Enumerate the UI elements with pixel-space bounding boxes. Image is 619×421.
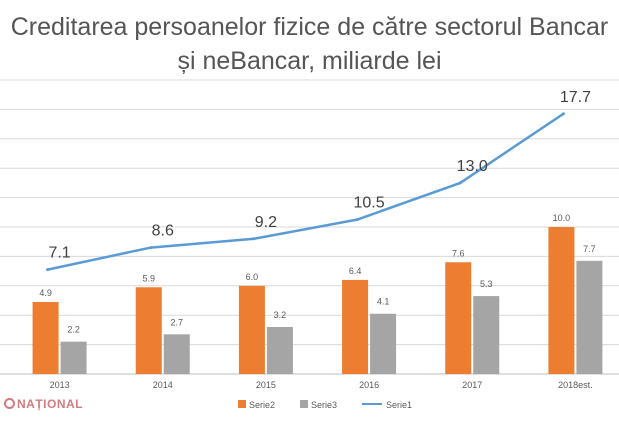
- data-label-serie3: 4.1: [377, 297, 390, 307]
- bar-serie2: [342, 279, 369, 374]
- data-label-serie2: 4.9: [39, 288, 52, 298]
- point-serie1: [355, 218, 359, 222]
- point-serie1: [561, 112, 565, 116]
- data-label-serie1: 13.0: [457, 158, 488, 175]
- x-tick-label: 2015: [256, 380, 276, 390]
- data-label-serie1: 8.6: [152, 223, 174, 240]
- legend-swatch-serie3: [300, 400, 308, 408]
- brand-watermark-text: NAȚIONAL: [17, 397, 83, 411]
- line-serie1: [47, 112, 565, 271]
- legend-label-serie1: Serie1: [386, 400, 412, 410]
- point-serie1: [149, 246, 153, 250]
- brand-watermark: NAȚIONAL: [4, 397, 83, 411]
- bar-serie3: [370, 313, 397, 374]
- bar-serie3: [163, 334, 190, 374]
- bar-serie2: [445, 262, 472, 374]
- brand-logo-icon: [4, 398, 15, 409]
- x-tick-label: 2017: [462, 380, 482, 390]
- data-label-serie2: 10.0: [553, 213, 571, 223]
- bar-serie2: [135, 287, 162, 374]
- data-label-serie2: 6.4: [349, 266, 362, 276]
- x-tick-label: 2018est.: [558, 380, 593, 390]
- x-tick-label: 2013: [50, 380, 70, 390]
- bar-serie2: [238, 285, 265, 374]
- data-label-serie1: 9.2: [255, 214, 277, 231]
- x-tick-label: 2014: [153, 380, 173, 390]
- data-label-serie3: 3.2: [274, 310, 287, 320]
- data-label-serie1: 7.1: [48, 245, 70, 262]
- data-label-serie3: 7.7: [583, 244, 596, 254]
- bar-serie2: [548, 227, 575, 374]
- point-serie1: [252, 237, 256, 241]
- chart-title: Creditarea persoanelor fizice de către s…: [10, 13, 609, 75]
- bar-serie3: [473, 296, 500, 374]
- legend-label-serie3: Serie3: [311, 400, 337, 410]
- bar-serie2: [32, 301, 59, 374]
- data-label-serie2: 7.6: [452, 248, 465, 258]
- data-label-serie1: 10.5: [354, 195, 385, 212]
- x-tick-label: 2016: [359, 380, 379, 390]
- data-label-serie3: 5.3: [480, 279, 493, 289]
- data-label-serie1: 17.7: [560, 89, 591, 106]
- bar-serie3: [266, 326, 293, 374]
- data-label-serie2: 6.0: [246, 272, 259, 282]
- legend-label-serie2: Serie2: [249, 400, 275, 410]
- data-label-serie3: 2.7: [170, 317, 183, 327]
- data-label-serie2: 5.9: [142, 273, 155, 283]
- legend-swatch-serie2: [238, 400, 246, 408]
- bar-serie3: [576, 260, 603, 374]
- bar-serie3: [60, 341, 87, 374]
- point-serie1: [458, 181, 462, 185]
- data-label-serie3: 2.2: [67, 325, 80, 335]
- point-serie1: [46, 268, 50, 272]
